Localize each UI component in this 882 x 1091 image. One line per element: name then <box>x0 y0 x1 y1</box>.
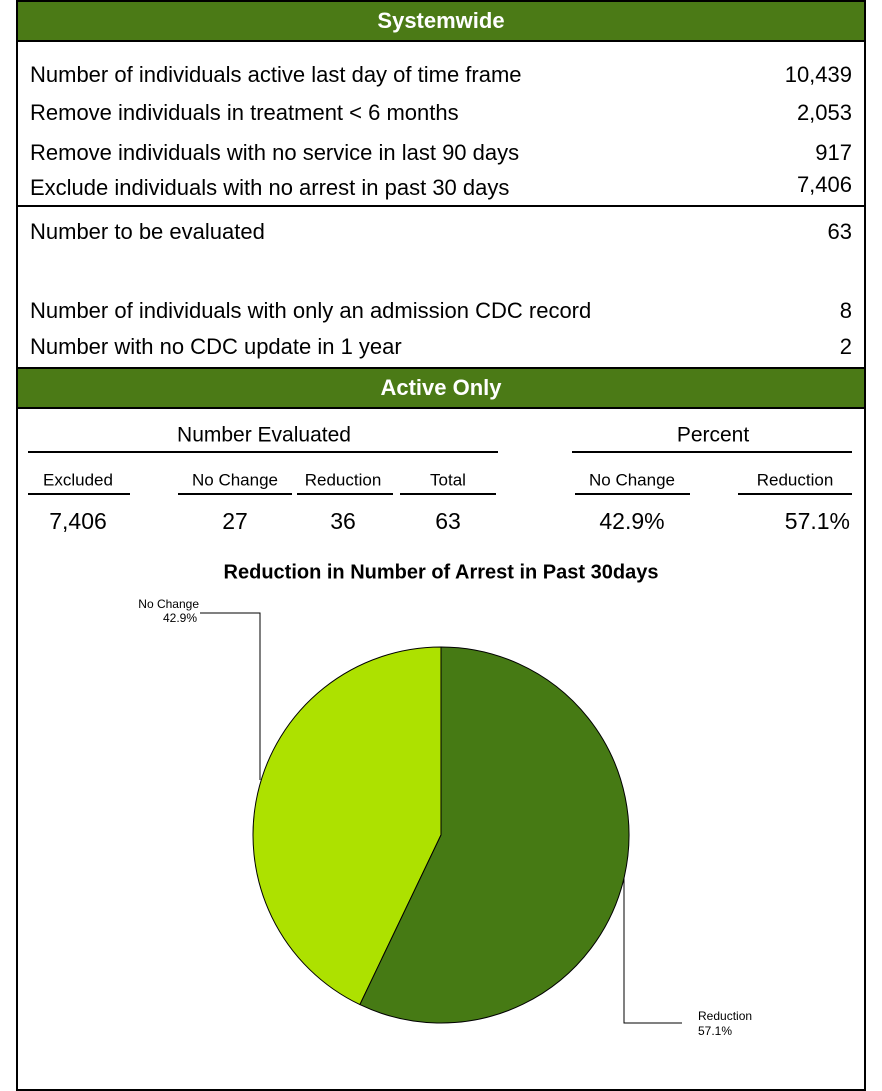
cell-value: 42.9% <box>599 508 664 534</box>
row-value: 2,053 <box>797 100 852 125</box>
column-header: No Change <box>589 470 675 489</box>
row-label: Number of individuals active last day of… <box>30 62 522 87</box>
slice-value-label: 57.1% <box>698 1024 732 1038</box>
row-value: 10,439 <box>785 62 852 87</box>
section-title: Systemwide <box>377 8 504 33</box>
cell-value: 36 <box>330 508 356 534</box>
header-bar <box>16 367 866 409</box>
section-title: Active Only <box>380 375 502 400</box>
column-header: No Change <box>192 470 278 489</box>
row-value: 63 <box>828 219 852 244</box>
row-label: Number to be evaluated <box>30 219 265 244</box>
header-bar <box>16 0 866 42</box>
row-value: 2 <box>840 334 852 359</box>
group-header: Number Evaluated <box>177 424 351 447</box>
row-value: 917 <box>815 140 852 165</box>
row-label: Exclude individuals with no arrest in pa… <box>30 175 509 200</box>
cell-value: 57.1% <box>785 508 850 534</box>
row-label: Number of individuals with only an admis… <box>30 298 591 323</box>
column-header: Excluded <box>43 470 113 489</box>
group-header: Percent <box>677 424 750 447</box>
pie-chart <box>252 646 630 1024</box>
slice-label: No Change <box>138 597 199 611</box>
row-label: Remove individuals with no service in la… <box>30 140 519 165</box>
column-header: Total <box>430 470 466 489</box>
pie-slice <box>359 646 630 1024</box>
cell-value: 7,406 <box>49 508 107 534</box>
slice-label: Reduction <box>698 1009 752 1023</box>
cell-value: 27 <box>222 508 248 534</box>
row-value: 7,406 <box>797 172 852 197</box>
leader-line <box>200 612 261 780</box>
row-value: 8 <box>840 298 852 323</box>
cell-value: 63 <box>435 508 461 534</box>
chart-title: Reduction in Number of Arrest in Past 30… <box>224 561 659 583</box>
column-header: Reduction <box>757 470 834 489</box>
column-header: Reduction <box>305 470 382 489</box>
row-label: Number with no CDC update in 1 year <box>30 334 402 359</box>
leader-line <box>623 878 682 1024</box>
slice-value-label: 42.9% <box>163 611 197 625</box>
pie-slice <box>252 646 442 1006</box>
row-label: Remove individuals in treatment < 6 mont… <box>30 100 459 125</box>
